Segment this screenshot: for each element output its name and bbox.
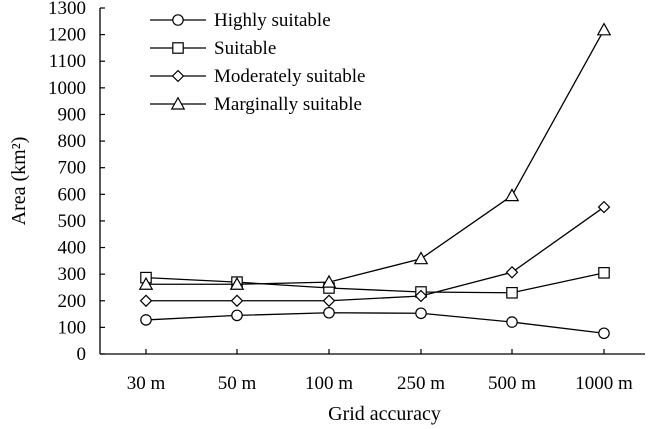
data-point bbox=[229, 276, 245, 290]
legend-label: Suitable bbox=[214, 38, 276, 59]
y-tick-label: 1100 bbox=[49, 51, 86, 72]
series-line bbox=[146, 29, 605, 285]
x-tick-label: 500 m bbox=[488, 373, 536, 394]
data-point bbox=[598, 327, 610, 340]
legend-marker bbox=[170, 96, 186, 110]
data-point bbox=[140, 314, 152, 326]
data-point bbox=[415, 307, 427, 320]
legend-marker bbox=[171, 69, 185, 83]
x-axis-title: Grid accuracy bbox=[328, 403, 441, 425]
y-axis-title: Area (km²) bbox=[8, 137, 30, 226]
y-tick-label: 400 bbox=[58, 238, 87, 259]
y-tick-label: 200 bbox=[58, 291, 87, 312]
legend-item: Marginally suitable bbox=[150, 94, 362, 115]
x-axis-ticks: 30 m 50 m 100 m 250 m 500 m 1000 m bbox=[127, 349, 633, 394]
series-line bbox=[146, 206, 605, 302]
x-tick-label: 30 m bbox=[127, 373, 166, 394]
series-suitable bbox=[140, 267, 610, 299]
y-tick-label: 300 bbox=[58, 264, 87, 285]
data-point bbox=[597, 200, 611, 214]
data-point bbox=[322, 294, 336, 308]
chart-legend: Highly suitable Suitable Moderately suitab… bbox=[150, 10, 365, 115]
y-tick-label: 500 bbox=[58, 211, 87, 232]
series-line bbox=[145, 312, 605, 334]
x-tick-label: 250 m bbox=[397, 373, 445, 394]
x-tick-label: 50 m bbox=[218, 373, 257, 394]
series-line bbox=[145, 272, 605, 294]
data-point bbox=[504, 188, 520, 202]
data-point bbox=[413, 251, 429, 265]
data-point bbox=[506, 316, 518, 328]
legend-label: Marginally suitable bbox=[214, 94, 362, 115]
data-point bbox=[138, 276, 154, 290]
y-axis-ticks: 0 100 200 300 400 500 600 700 800 900 1000 1100 1200… bbox=[48, 0, 105, 365]
legend-item: Highly suitable bbox=[150, 10, 331, 31]
data-point bbox=[231, 309, 243, 322]
legend-marker bbox=[172, 14, 184, 26]
y-tick-label: 1000 bbox=[48, 78, 86, 99]
legend-marker bbox=[172, 42, 184, 54]
data-point bbox=[505, 265, 519, 279]
data-point bbox=[506, 286, 518, 299]
x-tick-label: 100 m bbox=[305, 373, 353, 394]
data-point bbox=[414, 289, 428, 303]
y-tick-label: 700 bbox=[58, 158, 87, 179]
chart-axes bbox=[99, 8, 645, 355]
data-point bbox=[323, 306, 335, 319]
y-tick-label: 600 bbox=[58, 184, 87, 205]
legend-item: Moderately suitable bbox=[150, 66, 365, 87]
data-point bbox=[230, 294, 244, 308]
x-tick-label: 1000 m bbox=[575, 373, 633, 394]
data-point bbox=[596, 22, 612, 36]
y-tick-label: 100 bbox=[58, 317, 87, 338]
y-tick-label: 800 bbox=[58, 131, 87, 152]
y-tick-label: 900 bbox=[58, 104, 87, 125]
chart-series bbox=[138, 22, 612, 340]
y-tick-label: 1200 bbox=[48, 25, 86, 46]
y-tick-label: 0 bbox=[77, 344, 87, 365]
series-moderately-suitable bbox=[139, 200, 611, 308]
series-marginally-suitable bbox=[138, 22, 612, 290]
data-point bbox=[139, 294, 153, 308]
data-point bbox=[598, 267, 610, 279]
data-point bbox=[321, 274, 337, 288]
y-tick-label: 1300 bbox=[48, 0, 86, 19]
legend-item: Suitable bbox=[150, 38, 276, 59]
legend-label: Moderately suitable bbox=[214, 66, 365, 87]
legend-label: Highly suitable bbox=[214, 10, 331, 31]
series-highly-suitable bbox=[140, 306, 610, 340]
